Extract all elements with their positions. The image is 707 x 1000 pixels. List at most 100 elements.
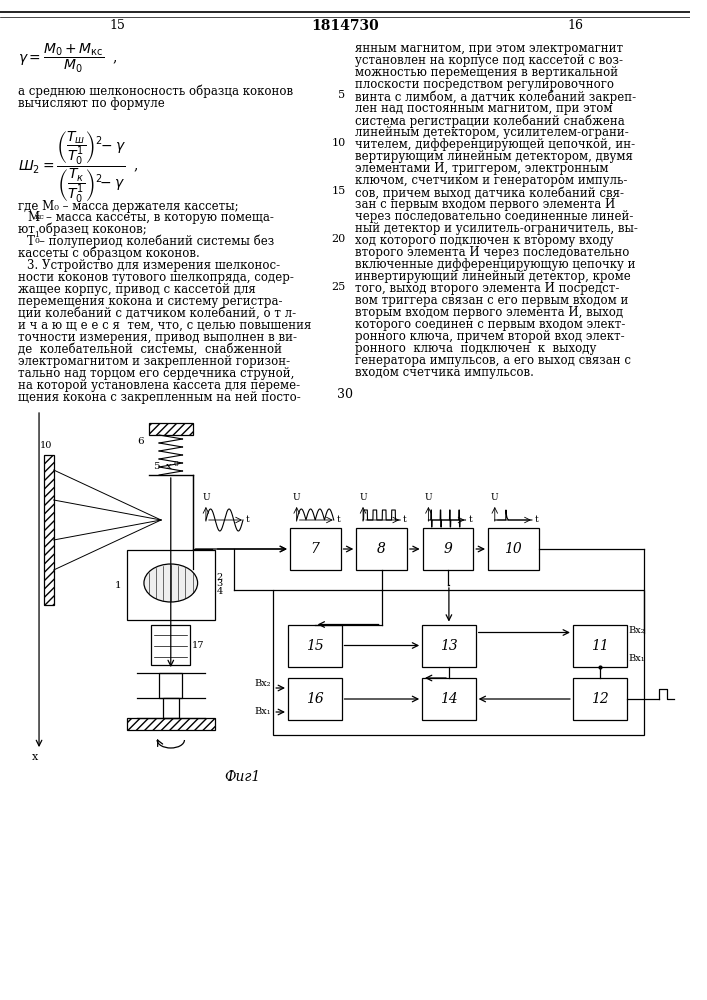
Text: U: U	[293, 493, 300, 502]
Text: 30: 30	[337, 388, 354, 401]
Text: перемещения кокона и систему регистра-: перемещения кокона и систему регистра-	[18, 295, 282, 308]
Text: второго элемента И через последовательно: второго элемента И через последовательно	[355, 246, 630, 259]
Text: 0: 0	[34, 237, 39, 245]
Ellipse shape	[144, 564, 198, 602]
Text: а среднюю шелконосность образца коконов: а среднюю шелконосность образца коконов	[18, 85, 293, 99]
Bar	[273, 590, 644, 735]
Bar	[288, 678, 341, 720]
Text: t: t	[337, 516, 341, 524]
Text: x: x	[32, 752, 38, 762]
Text: 6: 6	[137, 437, 144, 446]
Text: через последовательно соединенные линей-: через последовательно соединенные линей-	[355, 210, 633, 223]
Text: U: U	[359, 493, 367, 502]
Text: ют образец коконов;: ют образец коконов;	[18, 223, 146, 236]
Text: 14: 14	[440, 692, 457, 706]
Text: 5: 5	[153, 462, 160, 471]
Text: ции колебаний с датчиком колебаний, о т л-: ции колебаний с датчиком колебаний, о т …	[18, 307, 296, 320]
Text: щения кокона с закрепленным на ней посто-: щения кокона с закрепленным на ней посто…	[18, 391, 300, 404]
Text: жащее корпус, привод с кассетой для: жащее корпус, привод с кассетой для	[18, 283, 255, 296]
Text: установлен на корпусе под кассетой с воз-: установлен на корпусе под кассетой с воз…	[355, 54, 624, 67]
Text: вом триггера связан с его первым входом и: вом триггера связан с его первым входом …	[355, 294, 629, 307]
Text: Вх₁: Вх₁	[629, 654, 645, 663]
Text: плоскости посредством регулировочного: плоскости посредством регулировочного	[355, 78, 614, 91]
Text: ключом, счетчиком и генератором импуль-: ключом, счетчиком и генератором импуль-	[355, 174, 628, 187]
Text: Вх₂: Вх₂	[629, 626, 645, 635]
Text: 0: 0	[174, 460, 179, 468]
Text: 15: 15	[306, 639, 324, 652]
Bar	[422, 678, 476, 720]
Text: можностью перемещения в вертикальной: можностью перемещения в вертикальной	[355, 66, 619, 79]
Text: 13: 13	[440, 639, 457, 652]
Text: тально над торцом его сердечника струной,: тально над торцом его сердечника струной…	[18, 367, 294, 380]
Text: лен над постоянным магнитом, при этом: лен над постоянным магнитом, при этом	[355, 102, 613, 115]
Text: янным магнитом, при этом электромагнит: янным магнитом, при этом электромагнит	[355, 42, 624, 55]
Text: Фиг1: Фиг1	[224, 770, 261, 784]
Text: Вх₂: Вх₂	[255, 678, 271, 688]
Text: вертирующим линейным детектором, двумя: вертирующим линейным детектором, двумя	[355, 150, 633, 163]
Text: где М₀ – масса держателя кассеты;: где М₀ – масса держателя кассеты;	[18, 200, 238, 213]
Text: 16: 16	[568, 19, 584, 32]
Bar	[44, 455, 54, 605]
Text: де  колебательной  системы,  снабженной: де колебательной системы, снабженной	[18, 343, 281, 356]
Text: 11: 11	[591, 639, 609, 652]
Text: 1: 1	[115, 580, 122, 589]
Text: того, выход второго элемента И посредст-: того, выход второго элемента И посредст-	[355, 282, 619, 295]
Text: ности коконов тутового шелкопряда, содер-: ности коконов тутового шелкопряда, содер…	[18, 271, 293, 284]
Text: t: t	[403, 516, 407, 524]
Text: – полупериод колебаний системы без: – полупериод колебаний системы без	[39, 235, 274, 248]
Text: 17: 17	[192, 641, 205, 650]
Text: 9: 9	[443, 542, 452, 556]
Text: t: t	[469, 516, 472, 524]
Text: 25: 25	[331, 282, 346, 292]
Text: 20: 20	[331, 234, 346, 244]
Text: 16: 16	[306, 692, 324, 706]
Bar	[151, 625, 190, 665]
Text: и ч а ю щ е е с я  тем, что, с целью повышения: и ч а ю щ е е с я тем, что, с целью повы…	[18, 319, 311, 332]
Text: 1: 1	[34, 231, 39, 239]
Text: Вх₁: Вх₁	[255, 708, 271, 716]
Bar	[423, 528, 473, 570]
Bar	[159, 673, 182, 698]
Text: 10: 10	[504, 542, 522, 556]
Bar	[127, 718, 215, 730]
Bar	[127, 550, 215, 620]
Text: включенные дифференцирующую цепочку и: включенные дифференцирующую цепочку и	[355, 258, 636, 271]
Text: кассеты с образцом коконов.: кассеты с образцом коконов.	[18, 247, 199, 260]
Text: 10: 10	[331, 138, 346, 148]
Text: t: t	[246, 516, 250, 524]
Text: U: U	[425, 493, 432, 502]
Text: электромагнитом и закрепленной горизон-: электромагнитом и закрепленной горизон-	[18, 355, 290, 368]
Text: t: t	[534, 516, 539, 524]
Text: точности измерения, привод выполнен в ви-: точности измерения, привод выполнен в ви…	[18, 331, 296, 344]
Bar	[356, 528, 407, 570]
Text: 10: 10	[40, 441, 52, 450]
Text: система регистрации колебаний снабжена: система регистрации колебаний снабжена	[355, 114, 625, 127]
Text: ронного  ключа  подключен  к  выходу: ронного ключа подключен к выходу	[355, 342, 597, 355]
Text: линейным детектором, усилителем-ограни-: линейным детектором, усилителем-ограни-	[355, 126, 629, 139]
Text: x: x	[166, 462, 172, 471]
Text: $Ш_2 = \dfrac{\left(\dfrac{T_ш}{T_0^1}\right)^2\!\!-\gamma}{\left(\dfrac{T_к}{T_: $Ш_2 = \dfrac{\left(\dfrac{T_ш}{T_0^1}\r…	[18, 130, 139, 205]
Text: 1814730: 1814730	[312, 19, 380, 33]
Text: 15: 15	[109, 19, 125, 32]
Text: ход которого подключен к второму входу: ход которого подключен к второму входу	[355, 234, 614, 247]
Text: ный детектор и усилитель-ограничитель, вы-: ный детектор и усилитель-ограничитель, в…	[355, 222, 638, 235]
Bar	[573, 678, 626, 720]
Bar	[163, 698, 179, 718]
Text: $\gamma = \dfrac{M_0 + M_{\text{кс}}}{M_0}$  ,: $\gamma = \dfrac{M_0 + M_{\text{кс}}}{M_…	[18, 42, 117, 75]
Text: чителем, дифференцирующей цепочкой, ин-: чителем, дифференцирующей цепочкой, ин-	[355, 138, 636, 151]
Text: ронного ключа, причем второй вход элект-: ронного ключа, причем второй вход элект-	[355, 330, 625, 343]
Text: 7: 7	[311, 542, 320, 556]
Bar	[148, 423, 193, 435]
Bar	[422, 624, 476, 666]
Text: входом счетчика импульсов.: входом счетчика импульсов.	[355, 366, 534, 379]
Text: вычисляют по формуле: вычисляют по формуле	[18, 97, 164, 110]
Text: зан с первым входом первого элемента И: зан с первым входом первого элемента И	[355, 198, 616, 211]
Text: вторым входом первого элемента И, выход: вторым входом первого элемента И, выход	[355, 306, 624, 319]
Text: которого соединен с первым входом элект-: которого соединен с первым входом элект-	[355, 318, 626, 331]
Bar	[573, 624, 626, 666]
Bar	[290, 528, 341, 570]
Text: М: М	[28, 211, 40, 224]
Text: 2: 2	[216, 572, 223, 582]
Text: U: U	[202, 493, 210, 502]
Text: 12: 12	[591, 692, 609, 706]
